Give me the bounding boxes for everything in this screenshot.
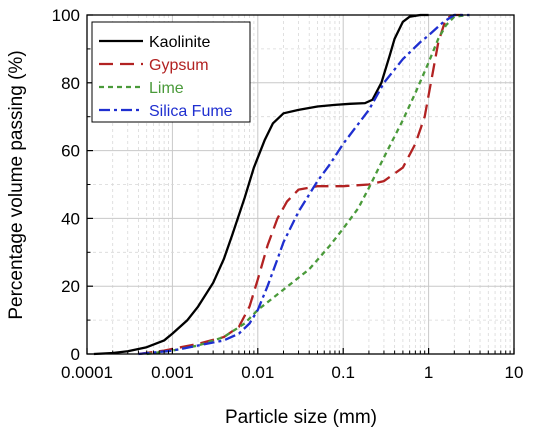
- x-tick-label: 10: [505, 363, 524, 382]
- y-tick-label: 100: [52, 6, 80, 25]
- legend-label: Kaolinite: [149, 34, 210, 51]
- x-tick-label: 0.001: [151, 363, 194, 382]
- y-tick-label: 0: [71, 345, 80, 364]
- y-axis-title: Percentage volume passing (%): [6, 50, 27, 319]
- y-tick-label: 60: [61, 142, 80, 161]
- series-line-gypsum: [138, 13, 470, 356]
- y-tick-label: 40: [61, 209, 80, 228]
- legend-label: Gypsum: [149, 57, 209, 74]
- x-tick-label: 1: [424, 363, 433, 382]
- y-tick-label: 20: [61, 277, 80, 296]
- x-tick-label: 0.01: [241, 363, 274, 382]
- series-layer: [93, 13, 470, 356]
- legend: Kaolinite Gypsum Lime Silica Fume: [91, 21, 251, 123]
- series-line-kaolinite: [93, 13, 429, 356]
- legend-label: Lime: [149, 80, 184, 97]
- series-line-lime: [146, 13, 470, 356]
- legend-box: [91, 21, 251, 123]
- x-tick-label: 0.0001: [61, 363, 113, 382]
- x-axis-title: Particle size (mm): [225, 407, 377, 428]
- legend-label: Silica Fume: [149, 103, 233, 120]
- x-tick-label: 0.1: [331, 363, 355, 382]
- series-line-silica-fume: [138, 13, 470, 356]
- y-tick-label: 80: [61, 74, 80, 93]
